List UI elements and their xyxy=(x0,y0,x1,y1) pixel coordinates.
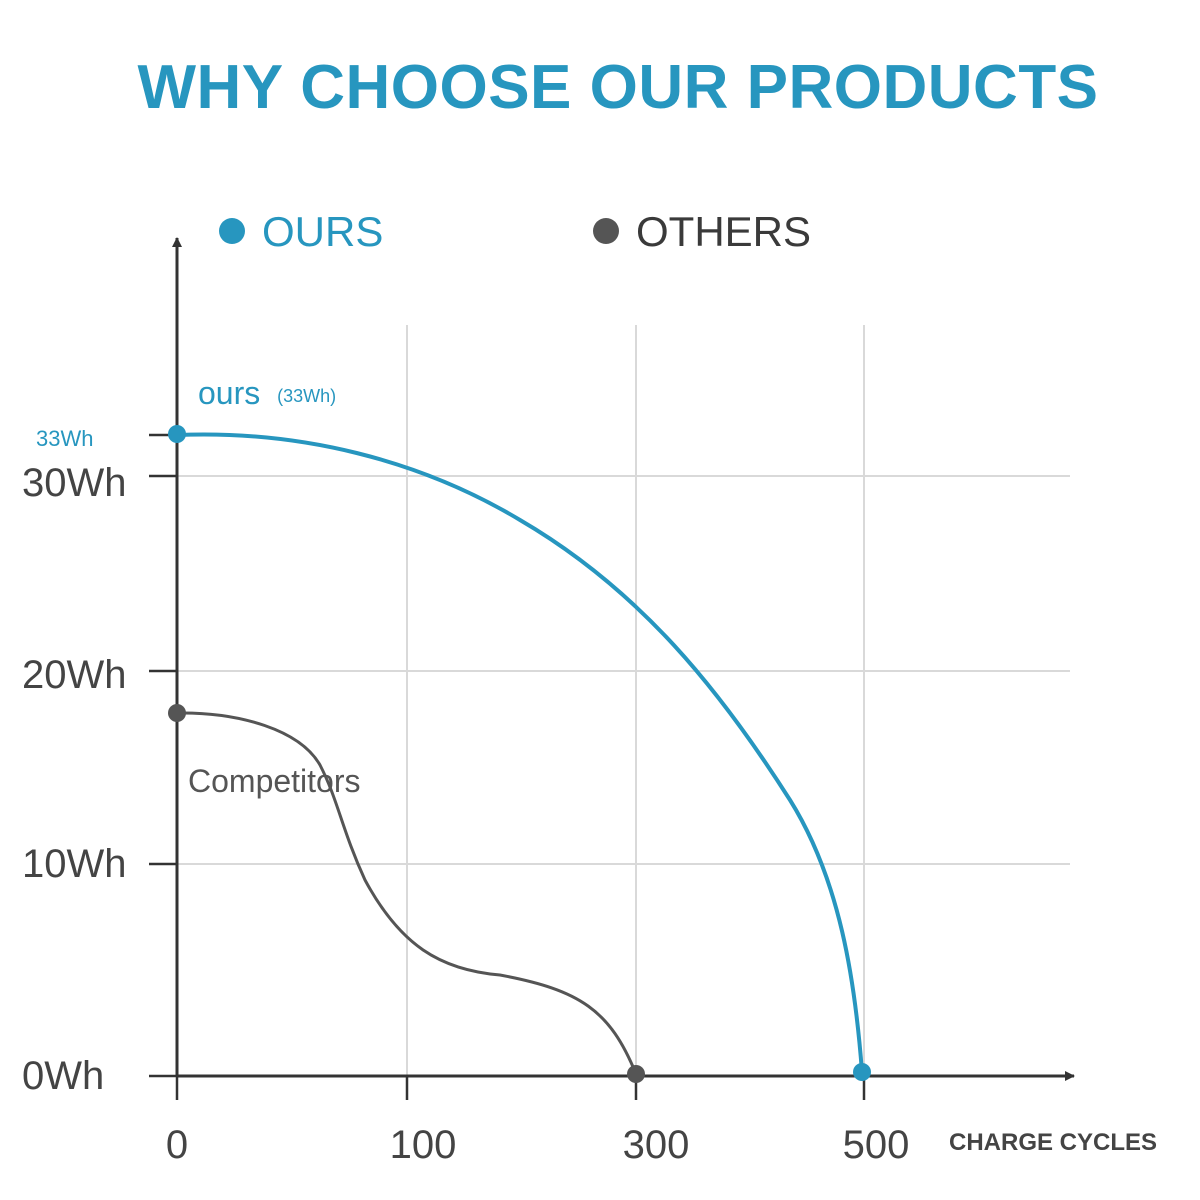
series-line-ours xyxy=(176,432,864,1073)
gridlines xyxy=(177,325,1070,1076)
point-others-end xyxy=(627,1065,645,1083)
x-axis-label: CHARGE CYCLES xyxy=(949,1129,1157,1156)
y-tick-labels: 0Wh 10Wh 20Wh 30Wh 33Wh xyxy=(22,426,127,1098)
x-tick-label-300: 300 xyxy=(623,1123,690,1167)
annotation-ours-label: ours xyxy=(198,375,260,411)
legend-marker-ours xyxy=(219,218,245,244)
x-tick-label-0: 0 xyxy=(166,1123,188,1167)
y-tick-label-0: 0Wh xyxy=(22,1054,104,1098)
y-tick-label-30: 30Wh xyxy=(22,461,127,505)
legend-marker-others xyxy=(593,218,619,244)
series-line-others xyxy=(176,711,638,1075)
x-tick-label-500: 500 xyxy=(843,1123,910,1167)
x-tick-labels: 0 100 300 500 CHARGE CYCLES xyxy=(166,1123,1157,1167)
legend-label-ours: OURS xyxy=(262,208,383,255)
annotation-ours-note: (33Wh) xyxy=(277,386,336,406)
y-tick-label-20: 20Wh xyxy=(22,653,127,697)
legend: OURS OTHERS xyxy=(219,208,811,255)
y-tick-label-33: 33Wh xyxy=(36,426,93,451)
legend-label-others: OTHERS xyxy=(636,208,811,255)
point-ours-end xyxy=(853,1063,871,1081)
page-title: WHY CHOOSE OUR PRODUCTS xyxy=(137,53,1099,122)
x-tick-label-100: 100 xyxy=(390,1123,457,1167)
annotation-ours: ours (33Wh) xyxy=(198,375,336,411)
y-tick-label-10: 10Wh xyxy=(22,842,127,886)
point-others-start xyxy=(168,704,186,722)
annotation-competitors: Competitors xyxy=(188,763,361,799)
point-ours-start xyxy=(168,425,186,443)
axes xyxy=(172,237,1075,1081)
